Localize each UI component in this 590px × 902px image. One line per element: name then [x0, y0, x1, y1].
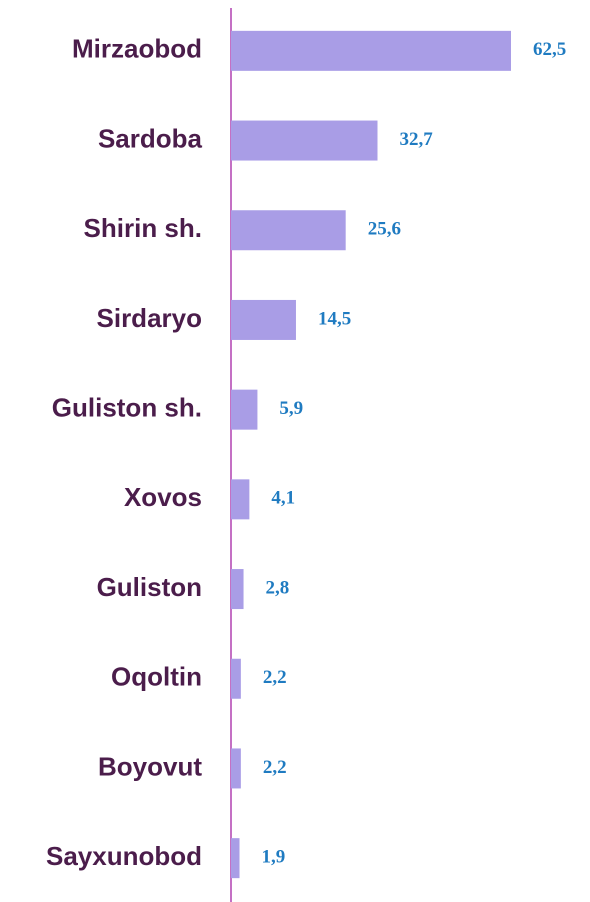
bar	[231, 569, 244, 610]
bar	[231, 210, 346, 251]
value-label: 25,6	[368, 219, 401, 240]
value-label: 32,7	[399, 129, 433, 150]
value-label: 62,5	[533, 39, 566, 60]
bar	[231, 479, 250, 520]
bar	[231, 389, 258, 430]
value-label: 2,8	[266, 577, 290, 598]
category-label: Guliston	[97, 572, 202, 602]
category-label: Xovos	[124, 482, 202, 512]
value-label: 2,2	[263, 757, 287, 778]
bar	[231, 748, 241, 789]
category-label: Sardoba	[98, 123, 203, 153]
bar	[231, 30, 511, 71]
value-label: 5,9	[279, 398, 303, 419]
value-label: 14,5	[318, 308, 351, 329]
category-label: Sirdaryo	[97, 303, 203, 333]
category-label: Mirzaobod	[72, 34, 202, 64]
value-label: 1,9	[262, 847, 286, 868]
bar	[231, 658, 241, 699]
bar	[231, 120, 378, 161]
category-label: Oqoltin	[111, 662, 202, 692]
value-label: 2,2	[263, 667, 287, 688]
bar	[231, 299, 296, 340]
category-label: Guliston sh.	[52, 393, 202, 423]
bar	[231, 838, 240, 879]
category-label: Shirin sh.	[84, 213, 202, 243]
category-label: Sayxunobod	[46, 841, 202, 871]
category-label: Boyovut	[98, 751, 202, 781]
value-label: 4,1	[271, 488, 295, 509]
